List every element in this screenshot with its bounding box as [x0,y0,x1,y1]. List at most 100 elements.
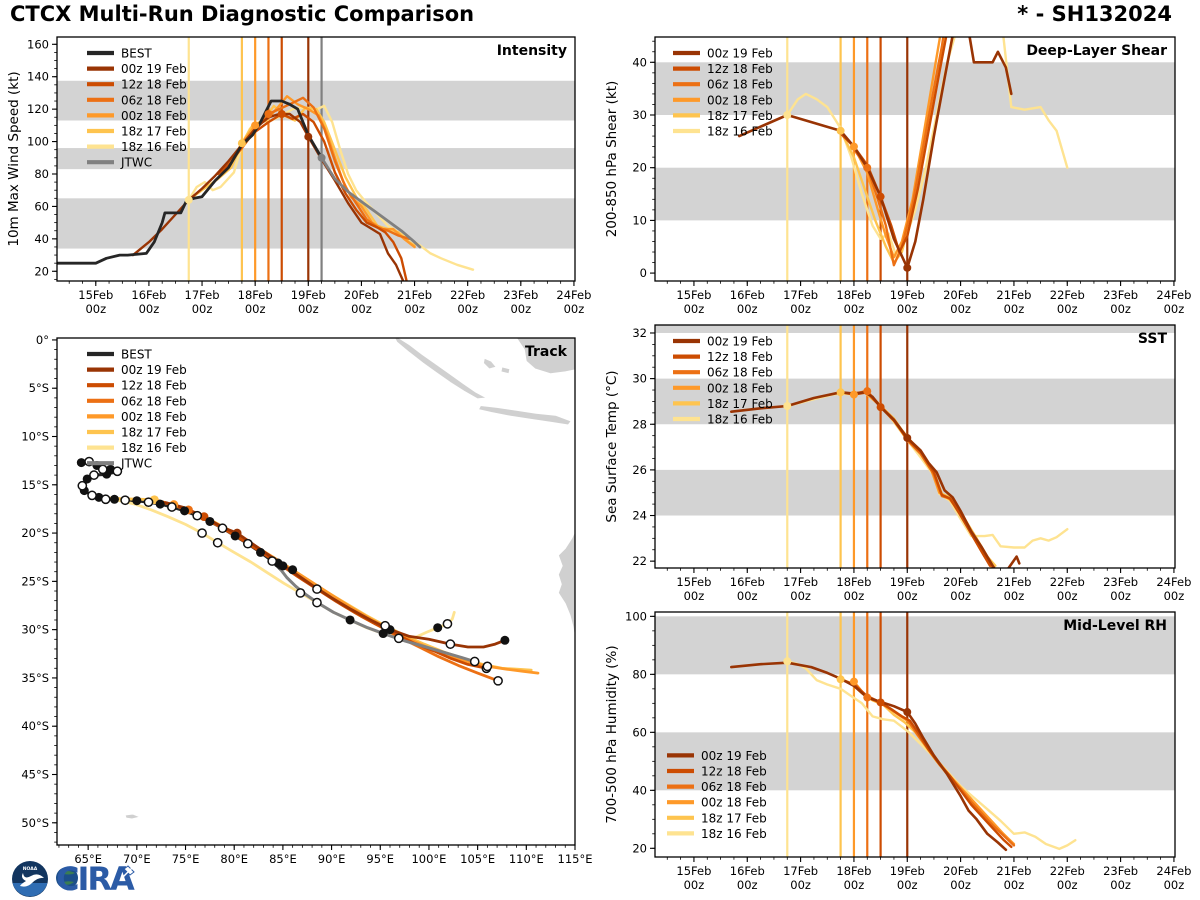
init-dot [783,110,792,119]
y-tick-label: 80 [632,667,647,681]
init-dot [849,390,858,399]
x-tick-label: 20Feb [943,864,978,878]
x-tick-label: 22Feb [1050,288,1085,302]
rh-y-axis-label: 700-500 hPa Humidity (%) [604,645,620,823]
lon-tick-label: 100°E [411,852,446,866]
lon-tick-label: 75°E [172,852,200,866]
y-tick-label: 80 [34,167,49,181]
position-marker-00z [345,615,355,625]
category-band [57,148,575,170]
track-line-12z-18-feb [154,498,488,670]
landmass-sumatra [394,338,488,400]
legend-label: 12z 18 Feb [707,350,773,364]
x-tick-label: 20Feb [943,575,978,589]
rh-series [730,657,1077,852]
position-marker-12z [312,584,322,594]
position-marker-12z [267,556,278,566]
x-tick-label: 19Feb [291,288,326,302]
legend-label: BEST [121,47,152,61]
init-dot [251,121,260,130]
init-dot [184,195,193,204]
legend-label: 18z 16 Feb [121,140,187,154]
shear-frame [654,36,1176,282]
lat-tick-label: 5°S [29,381,49,395]
init-dot [783,657,792,666]
legend-label: 18z 17 Feb [701,811,767,825]
y-tick-label: 30 [632,108,647,122]
position-marker-12z [445,639,456,649]
x-tick-label: 00z [790,878,811,892]
cira-logo: CIRA [56,860,137,898]
lon-tick-label: 95°E [366,852,394,866]
x-tick-label: 00z [844,589,865,603]
init-dot [903,263,912,272]
legend-label: 06z 18 Feb [121,93,187,107]
category-band [655,732,1175,791]
position-marker-12z [393,633,404,644]
init-dot [264,110,273,119]
x-tick-label: 00z [510,302,531,316]
x-tick-label: 00z [790,589,811,603]
legend-label: 12z 18 Feb [121,379,187,393]
position-marker-12z [469,656,480,667]
x-tick-label: 00z [1057,589,1078,603]
x-tick-label: 23Feb [1103,575,1138,589]
x-tick-label: 00z [85,302,106,316]
y-tick-label: 22 [632,554,647,568]
legend-label: 18z 17 Feb [707,109,773,123]
x-tick-label: 16Feb [730,575,765,589]
lat-tick-label: 15°S [21,478,49,492]
position-marker-00z [278,561,288,571]
x-tick-label: 00z [897,589,918,603]
x-tick-label: 24Feb [556,288,591,302]
landmass-java [478,405,572,426]
y-tick-label: 100 [27,135,49,149]
x-tick-label: 19Feb [890,575,925,589]
x-tick-label: 24Feb [1156,575,1191,589]
position-marker-12z [77,480,88,491]
lon-tick-label: 70°E [123,852,151,866]
x-tick-label: 16Feb [730,288,765,302]
series-line-jtwc [320,156,422,249]
x-tick-label: 21Feb [996,575,1031,589]
x-tick-label: 00z [1164,878,1185,892]
track-map: 65°E 70°E 75°E 80°E 85°E 90°E 95°E 100°E 105°E 11… [21,333,592,866]
init-dot [903,433,912,442]
x-tick-label: 00z [245,302,266,316]
position-marker-12z [295,588,306,598]
x-tick-label: 00z [844,878,865,892]
position-marker-12z [120,495,131,506]
legend-label: 18z 17 Feb [121,125,187,139]
x-tick-label: 00z [404,302,425,316]
storm-id: * - SH132024 [1017,2,1172,26]
init-dot [876,698,885,707]
legend-label: 00z 19 Feb [121,62,187,76]
init-dot [863,387,872,396]
x-tick-label: 00z [737,878,758,892]
legend-label: 00z 18 Feb [707,381,773,395]
lon-tick-label: 110°E [509,852,544,866]
x-tick-label: 18Feb [836,864,871,878]
y-tick-label: 40 [34,232,49,246]
legend-label: 00z 18 Feb [121,109,187,123]
legend-label: 00z 18 Feb [701,796,767,810]
x-tick-label: 00z [897,878,918,892]
init-dot [836,126,845,135]
y-tick-label: 140 [27,70,49,84]
y-tick-label: 160 [27,37,49,51]
x-tick-label: 00z [1057,878,1078,892]
rh-panel-title: Mid-Level RH [1063,618,1167,634]
intensity-chart: 15Feb00z16Feb00z17Feb00z18Feb00z19Feb00z… [6,36,591,316]
x-tick-label: 00z [457,302,478,316]
position-marker-12z [197,528,207,538]
legend-label: JTWC [120,156,152,170]
noaa-text: NOAA [23,866,38,872]
legend-label: JTWC [120,457,152,471]
x-tick-label: 00z [564,302,585,316]
category-band [655,62,1175,115]
noaa-logo: NOAA [12,861,48,897]
legend-label: 00z 19 Feb [701,749,767,763]
legend-label: 12z 18 Feb [121,78,187,92]
